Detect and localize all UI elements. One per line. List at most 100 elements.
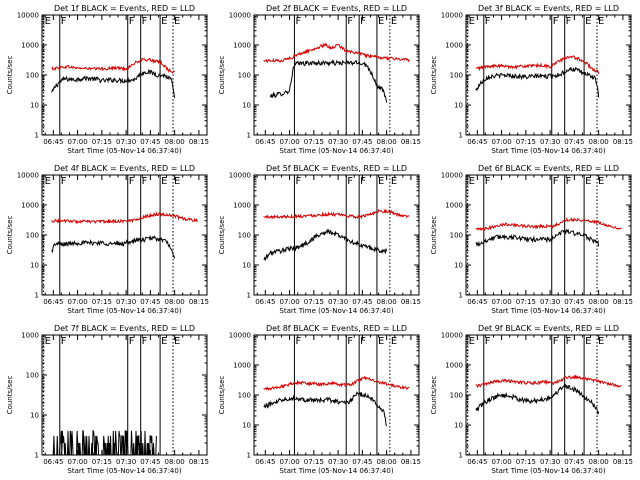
x-tick-label: 07:45 [140, 298, 160, 306]
plot-frame [253, 334, 420, 456]
event-marker-label: F [485, 16, 491, 27]
y-axis-label: Counts/sec [430, 216, 438, 255]
x-tick-label: 07:30 [328, 458, 348, 466]
event-marker-label: F [347, 16, 353, 27]
x-tick-label: 07:30 [328, 138, 348, 146]
panel-title: Det 3f BLACK = Events, RED = LLD [478, 4, 619, 13]
event-marker-label: E [161, 16, 167, 27]
y-tick-label: 10000 [17, 12, 39, 20]
y-axis-label: Counts/sec [218, 376, 226, 415]
event-marker-label: F [566, 16, 572, 27]
y-tick-label: 10 [242, 102, 251, 110]
y-tick-label: 1 [35, 292, 39, 300]
event-marker-label: E [174, 176, 180, 187]
y-tick-label: 10 [454, 422, 463, 430]
series-events-line [475, 228, 600, 247]
event-marker-label: F [360, 176, 366, 187]
event-marker-label: F [360, 16, 366, 27]
x-axis-label: Start Time (05-Nov-14 06:37:40) [279, 147, 393, 155]
x-tick-label: 08:00 [589, 138, 609, 146]
x-tick-label: 08:00 [377, 458, 397, 466]
x-axis-label: Start Time (05-Nov-14 06:37:40) [279, 467, 393, 475]
x-tick-label: 07:00 [279, 458, 299, 466]
x-tick-label: 07:45 [140, 138, 160, 146]
event-marker-label: E [598, 16, 604, 27]
x-tick-label: 07:30 [328, 298, 348, 306]
x-axis-label: Start Time (05-Nov-14 06:37:40) [67, 307, 181, 315]
panel-title: Det 4f BLACK = Events, RED = LLD [54, 164, 195, 173]
y-tick-label: 1 [35, 132, 39, 140]
series-lld-line [263, 42, 410, 63]
x-tick-label: 06:45 [467, 138, 487, 146]
x-tick-label: 07:15 [92, 138, 112, 146]
plot-frame [41, 334, 208, 456]
x-axis-label: Start Time (05-Nov-14 06:37:40) [491, 147, 605, 155]
event-marker-label: F [553, 176, 559, 187]
series-events-line [269, 59, 388, 103]
x-tick-label: 07:45 [352, 298, 372, 306]
x-tick-label: 08:15 [189, 458, 209, 466]
y-axis-label: Counts/sec [6, 56, 14, 95]
y-tick-label: 1000 [21, 332, 39, 340]
x-tick-label: 06:45 [43, 138, 63, 146]
x-tick-label: 08:15 [613, 458, 633, 466]
event-marker-label: E [585, 336, 591, 347]
event-marker-label: E [161, 336, 167, 347]
plot-frame [253, 174, 420, 296]
y-tick-label: 1 [459, 452, 463, 460]
y-tick-label: 10000 [441, 332, 463, 340]
x-tick-label: 07:00 [279, 298, 299, 306]
y-tick-label: 100 [238, 72, 251, 80]
y-tick-label: 1000 [233, 42, 251, 50]
event-marker-label: E [378, 16, 384, 27]
event-marker-label: E [378, 336, 384, 347]
event-marker-label: F [347, 336, 353, 347]
y-tick-label: 10 [30, 102, 39, 110]
series-events-line [52, 430, 157, 456]
y-tick-label: 100 [26, 372, 39, 380]
event-marker-label: E [45, 16, 51, 27]
y-tick-label: 1000 [445, 362, 463, 370]
x-tick-label: 08:00 [165, 298, 185, 306]
event-marker-label: F [566, 176, 572, 187]
y-tick-label: 10000 [229, 332, 251, 340]
panel-title: Det 8f BLACK = Events, RED = LLD [266, 324, 407, 333]
y-axis-label: Counts/sec [430, 56, 438, 95]
y-tick-label: 1 [247, 452, 251, 460]
series-events-line [51, 235, 176, 259]
event-marker-label: F [129, 16, 135, 27]
event-marker-label: F [61, 176, 67, 187]
event-marker-label: F [485, 336, 491, 347]
panel-title: Det 6f BLACK = Events, RED = LLD [478, 164, 619, 173]
x-tick-label: 06:45 [43, 298, 63, 306]
x-axis-label: Start Time (05-Nov-14 06:37:40) [279, 307, 393, 315]
x-tick-label: 06:45 [43, 458, 63, 466]
y-tick-label: 10000 [441, 172, 463, 180]
panel-3: Det 3f BLACK = Events, RED = LLD 1 10 100 10… [430, 4, 633, 155]
event-marker-label: E [469, 16, 475, 27]
x-tick-label: 08:15 [613, 298, 633, 306]
x-tick-label: 08:00 [589, 298, 609, 306]
y-tick-label: 1 [35, 452, 39, 460]
x-tick-label: 07:00 [491, 298, 511, 306]
x-tick-label: 08:15 [189, 298, 209, 306]
y-tick-label: 10000 [229, 172, 251, 180]
panel-5: Det 5f BLACK = Events, RED = LLD 1 10 100 10… [218, 164, 421, 315]
y-tick-label: 10 [454, 262, 463, 270]
x-tick-label: 07:30 [116, 458, 136, 466]
x-axis-label: Start Time (05-Nov-14 06:37:40) [67, 467, 181, 475]
panel-title: Det 9f BLACK = Events, RED = LLD [478, 324, 619, 333]
event-marker-label: F [485, 176, 491, 187]
x-tick-label: 07:00 [67, 138, 87, 146]
series-events-line [51, 68, 176, 98]
y-axis-label: Counts/sec [430, 376, 438, 415]
y-tick-label: 100 [26, 72, 39, 80]
x-tick-label: 07:30 [540, 298, 560, 306]
y-axis-label: Counts/sec [6, 216, 14, 255]
x-tick-label: 07:45 [140, 458, 160, 466]
x-tick-label: 08:00 [377, 138, 397, 146]
y-axis-label: Counts/sec [218, 56, 226, 95]
y-tick-label: 1000 [21, 42, 39, 50]
event-marker-label: E [161, 176, 167, 187]
x-tick-label: 08:00 [589, 458, 609, 466]
